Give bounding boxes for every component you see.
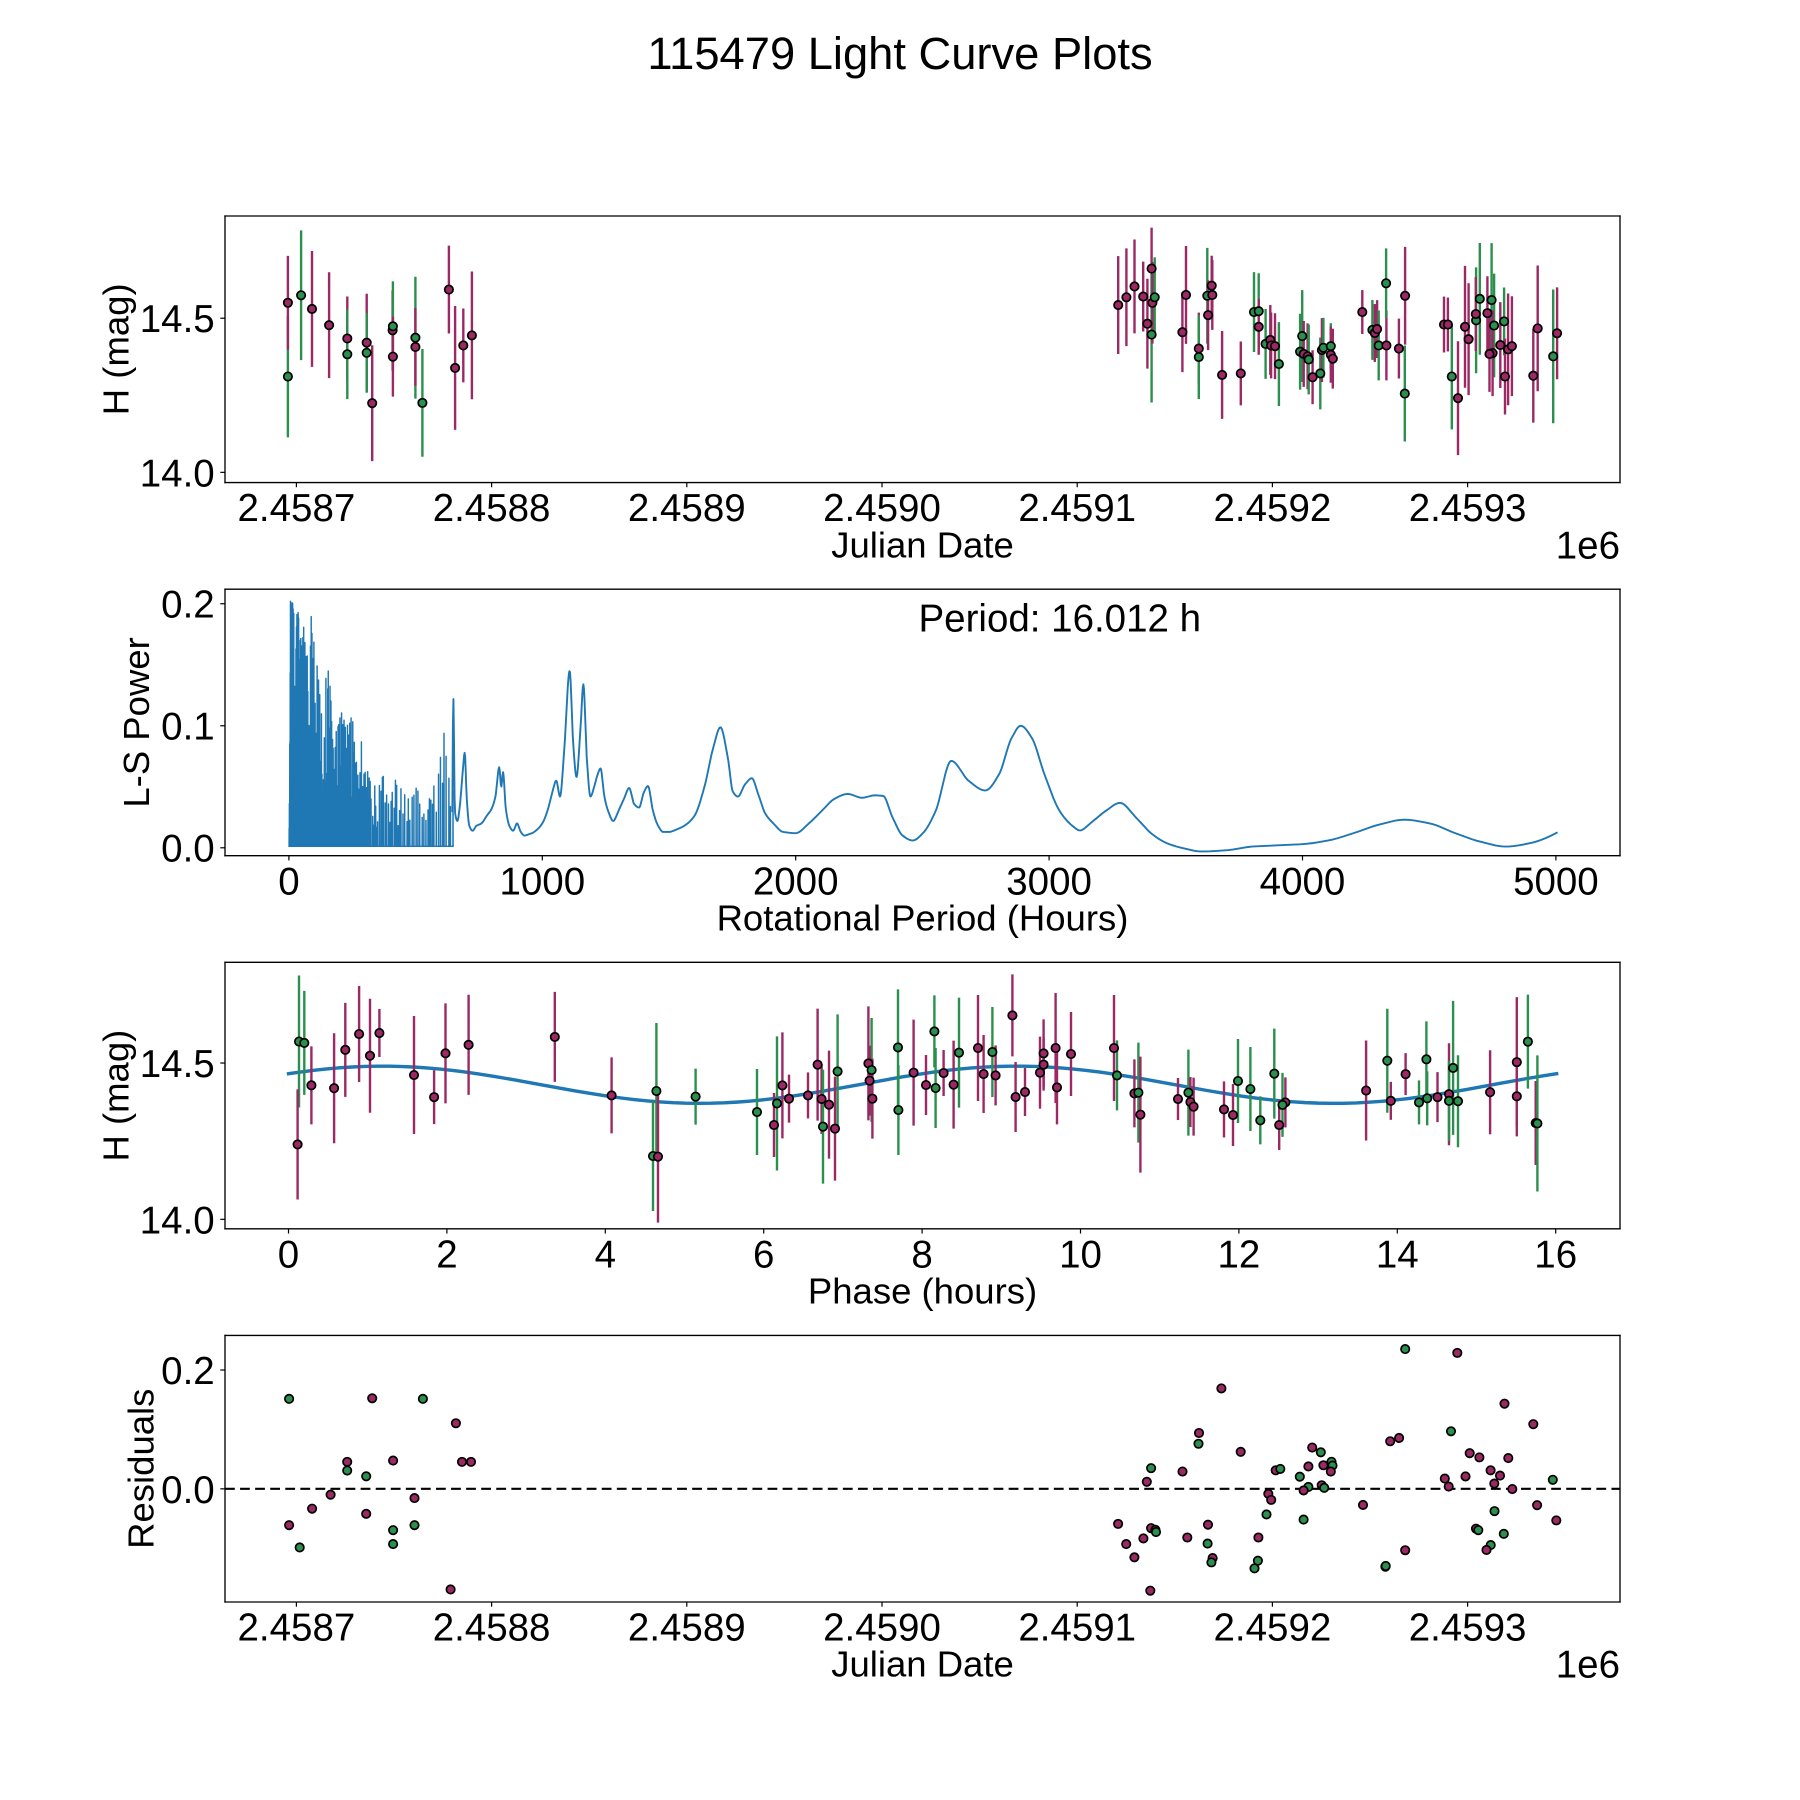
svg-text:Residuals: Residuals [121,1389,162,1549]
svg-text:2.4587: 2.4587 [238,1607,356,1650]
svg-text:4000: 4000 [1260,860,1346,903]
svg-text:14.5: 14.5 [140,1043,215,1086]
svg-text:14.5: 14.5 [140,298,215,341]
svg-text:0: 0 [278,860,299,903]
svg-text:14.0: 14.0 [140,1199,215,1242]
svg-text:H (mag): H (mag) [96,283,137,415]
svg-text:2.4593: 2.4593 [1409,487,1527,530]
svg-text:5000: 5000 [1513,860,1599,903]
svg-text:2.4589: 2.4589 [628,1607,746,1650]
svg-text:0: 0 [278,1233,299,1276]
svg-text:2.4588: 2.4588 [433,487,551,530]
svg-text:14.0: 14.0 [140,452,215,495]
svg-text:2.4590: 2.4590 [823,1607,941,1650]
svg-text:10: 10 [1059,1233,1102,1276]
svg-text:16: 16 [1534,1233,1577,1276]
svg-text:14: 14 [1376,1233,1419,1276]
svg-text:2.4591: 2.4591 [1018,487,1136,530]
svg-text:2.4591: 2.4591 [1018,1607,1136,1650]
svg-text:8: 8 [911,1233,932,1276]
svg-text:Julian Date: Julian Date [831,524,1014,565]
svg-text:3000: 3000 [1006,860,1092,903]
svg-text:2.4593: 2.4593 [1409,1607,1527,1650]
svg-text:2.4588: 2.4588 [433,1607,551,1650]
svg-text:H (mag): H (mag) [96,1030,137,1162]
svg-text:2.4589: 2.4589 [628,487,746,530]
svg-text:2.4590: 2.4590 [823,487,941,530]
svg-text:0.1: 0.1 [161,706,215,749]
svg-text:2.4587: 2.4587 [238,487,356,530]
svg-text:Period: 16.012 h: Period: 16.012 h [918,598,1201,641]
svg-text:2.4592: 2.4592 [1214,487,1332,530]
svg-text:Julian Date: Julian Date [831,1644,1014,1685]
svg-text:0.0: 0.0 [161,1469,215,1512]
svg-text:1e6: 1e6 [1556,1644,1620,1687]
svg-text:1000: 1000 [499,860,585,903]
svg-text:6: 6 [753,1233,774,1276]
svg-text:4: 4 [595,1233,616,1276]
svg-text:0.2: 0.2 [161,1350,215,1393]
svg-text:Rotational Period (Hours): Rotational Period (Hours) [717,897,1129,938]
svg-text:2.4592: 2.4592 [1214,1607,1332,1650]
svg-text:115479 Light Curve Plots: 115479 Light Curve Plots [647,28,1152,79]
svg-text:2000: 2000 [753,860,839,903]
svg-text:0.2: 0.2 [161,584,215,627]
svg-text:Phase (hours): Phase (hours) [808,1271,1037,1312]
svg-text:1e6: 1e6 [1556,525,1620,568]
svg-text:L-S Power: L-S Power [116,637,157,807]
svg-text:2: 2 [436,1233,457,1276]
svg-text:0.0: 0.0 [161,828,215,871]
svg-text:12: 12 [1217,1233,1260,1276]
